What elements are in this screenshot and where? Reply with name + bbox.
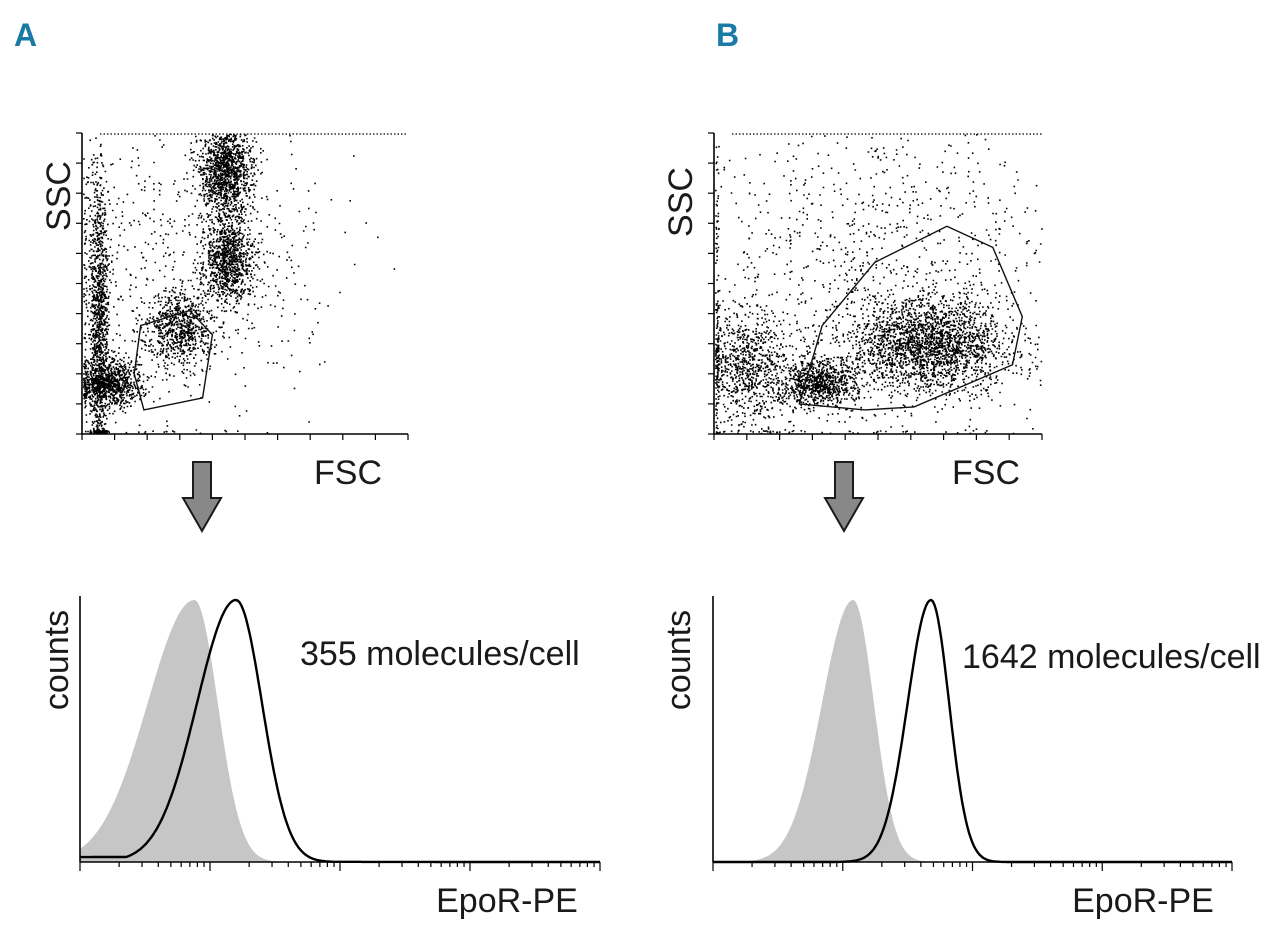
scatter-a-ticks xyxy=(76,132,409,440)
histogram-b-annotation: 1642 molecules/cell xyxy=(962,638,1261,676)
down-arrow-a xyxy=(181,461,223,534)
panel-letter-b: B xyxy=(716,17,739,53)
histogram-a-annotation: 355 molecules/cell xyxy=(300,635,580,673)
histogram-b-ticks xyxy=(712,862,1233,871)
scatter-plot-a: SSC FSC xyxy=(40,132,409,492)
scatter-plot-b: SSC FSC xyxy=(662,132,1043,492)
histogram-a-xlabel: EpoR-PE xyxy=(436,882,578,920)
histogram-a-control xyxy=(80,600,600,862)
scatter-b-ylabel: SSC xyxy=(662,167,700,237)
panel-letter-a: A xyxy=(14,17,37,53)
histogram-b-xlabel: EpoR-PE xyxy=(1072,882,1214,920)
panel-b: B SSC FSC counts EpoR-PE 1642 molecules/… xyxy=(660,17,1261,920)
scatter-points xyxy=(83,133,396,435)
histogram-a-ylabel: counts xyxy=(38,610,76,710)
histogram-a: counts EpoR-PE 355 molecules/cell xyxy=(38,596,601,920)
scatter-dots-a xyxy=(83,133,408,435)
histogram-b-control xyxy=(713,600,1232,862)
scatter-b-xlabel: FSC xyxy=(952,454,1020,492)
panel-a: A SSC FSC counts EpoR-PE 355 molecules/c… xyxy=(14,17,601,920)
gate-a xyxy=(133,309,214,411)
histogram-b-ylabel: counts xyxy=(660,610,698,710)
scatter-a-ylabel: SSC xyxy=(40,161,78,231)
gate-b xyxy=(798,225,1024,411)
histogram-a-ticks xyxy=(79,862,601,871)
histogram-b: counts EpoR-PE 1642 molecules/cell xyxy=(660,596,1261,920)
scatter-b-ticks xyxy=(708,132,1043,440)
scatter-dots-b xyxy=(715,133,1043,435)
scatter-points xyxy=(715,134,1043,435)
scatter-a-xlabel: FSC xyxy=(314,454,382,492)
down-arrow-b xyxy=(823,461,865,534)
